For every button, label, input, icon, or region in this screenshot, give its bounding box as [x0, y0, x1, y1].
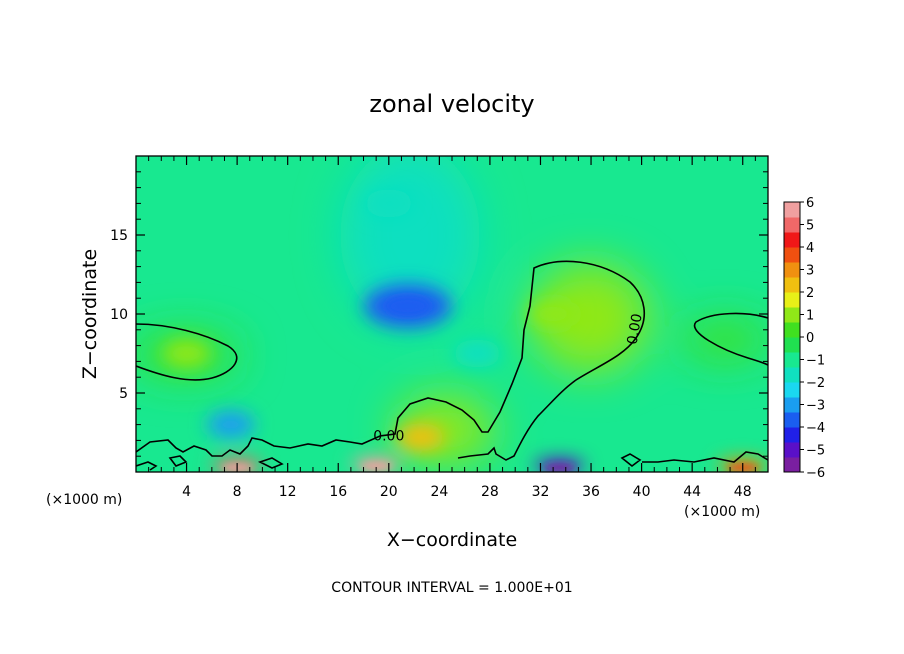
x-tick-label-48: 48	[734, 484, 752, 500]
colorbar-segment-1	[784, 442, 800, 458]
contour-label-1: 0.00	[625, 312, 646, 345]
x-tick-label-28: 28	[481, 484, 499, 500]
colorbar-label-0: 6	[806, 196, 814, 211]
colorbar-label-12: −6	[806, 466, 825, 481]
colorbar-label-5: 1	[806, 309, 814, 324]
colorbar-segment-8	[784, 337, 800, 353]
x-tick-label-24: 24	[430, 484, 448, 500]
field-feature-3	[364, 189, 413, 218]
colorbar-label-6: 0	[806, 331, 814, 346]
field-core-0	[385, 296, 430, 317]
colorbar-segment-5	[784, 382, 800, 398]
colorbar-segment-0	[784, 457, 800, 473]
colorbar-segment-3	[784, 412, 800, 428]
contour-interval-footer: CONTOUR INTERVAL = 1.000E+01	[331, 580, 572, 596]
field-feature-4	[529, 300, 578, 328]
velocity-field	[136, 156, 768, 472]
x-tick-label-4: 4	[182, 484, 191, 500]
contour-lines	[136, 260, 768, 471]
x-unit-label-right: (×1000 m)	[684, 504, 760, 520]
colorbar-segment-9	[784, 322, 800, 338]
colorbar-segment-15	[784, 232, 800, 248]
colorbar-label-7: −1	[806, 354, 825, 369]
contour-labels: 0.00 0.00	[373, 312, 646, 444]
x-tick-label-32: 32	[532, 484, 550, 500]
field-core-9	[543, 463, 576, 472]
colorbar-label-9: −3	[806, 399, 825, 414]
chart-title: zonal velocity	[369, 90, 534, 118]
x-axis-label: X−coordinate	[387, 529, 517, 551]
colorbar-segment-16	[784, 217, 800, 233]
colorbar-segment-13	[784, 262, 800, 278]
y-axis-label: Z−coordinate	[79, 249, 101, 379]
colorbar-segment-14	[784, 247, 800, 263]
x-tick-label-12: 12	[279, 484, 297, 500]
contour-label-0: 0.00	[373, 428, 404, 444]
colorbar-segment-11	[784, 292, 800, 308]
x-axis: 4 8 12 16 20 24 28 32 36 40 44 48	[148, 156, 756, 500]
x-tick-label-36: 36	[582, 484, 600, 500]
colorbar-segment-10	[784, 307, 800, 323]
colorbar-segment-7	[784, 352, 800, 368]
x-tick-label-20: 20	[380, 484, 398, 500]
colorbar-label-4: 2	[806, 286, 814, 301]
colorbar-label-10: −4	[806, 421, 825, 436]
field-feature-5	[162, 339, 211, 368]
y-axis: 5 10 15	[110, 171, 768, 457]
contour-zero-right-lobe	[693, 312, 768, 366]
colorbar-label-1: 5	[806, 219, 814, 234]
contour-small-islands	[136, 451, 768, 471]
colorbar-label-2: 4	[806, 241, 814, 256]
field-feature-2	[453, 339, 502, 368]
x-tick-label-16: 16	[329, 484, 347, 500]
field-feature-1	[206, 410, 255, 439]
y-tick-label-10: 10	[110, 307, 128, 323]
field-core-7	[360, 462, 393, 471]
x-tick-label-40: 40	[633, 484, 651, 500]
x-tick-label-8: 8	[233, 484, 242, 500]
colorbar-segment-2	[784, 427, 800, 443]
y-tick-label-5: 5	[119, 386, 128, 402]
contour-zero-central	[136, 260, 645, 461]
colorbar-label-3: 3	[806, 264, 814, 279]
x-tick-label-44: 44	[683, 484, 701, 500]
field-feature-6	[396, 423, 445, 452]
colorbar: 6 5 4 3 2 1 0 −1 −2 −3 −4 −5 −6	[783, 196, 825, 481]
colorbar-label-11: −5	[806, 444, 825, 459]
y-tick-label-15: 15	[110, 228, 128, 244]
colorbar-label-8: −2	[806, 376, 825, 391]
colorbar-segment-6	[784, 367, 800, 383]
colorbar-segment-4	[784, 397, 800, 413]
x-unit-label-left: (×1000 m)	[46, 492, 122, 508]
contour-zero-left-lobe	[136, 323, 238, 381]
colorbar-segment-17	[784, 202, 800, 218]
colorbar-segment-12	[784, 277, 800, 293]
